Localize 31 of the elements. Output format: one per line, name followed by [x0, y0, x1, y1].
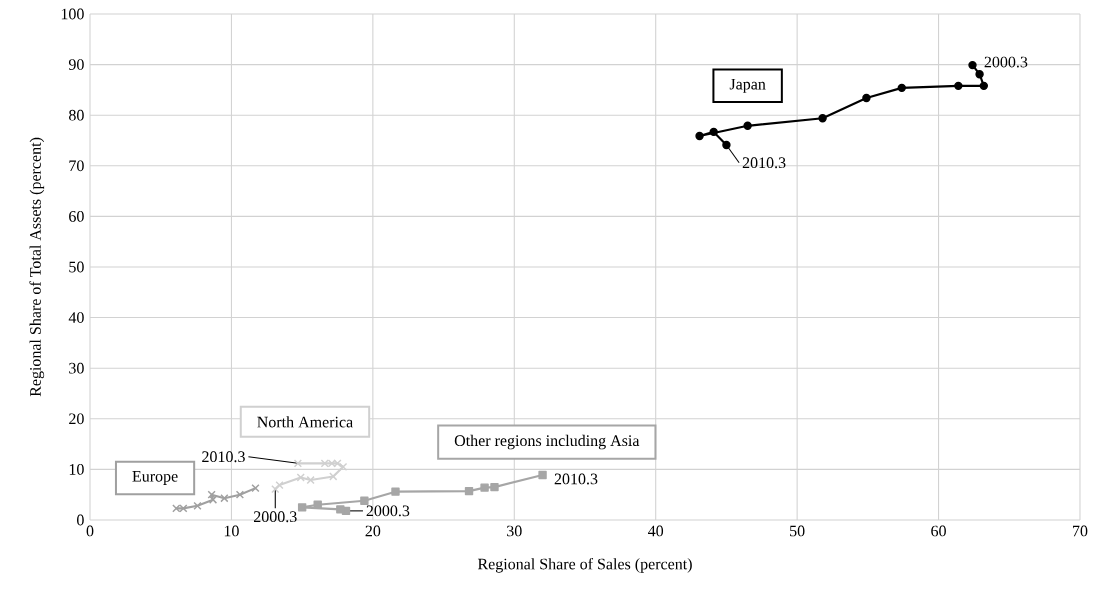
y-tick-label: 60 [69, 210, 84, 222]
y-tick-label: 20 [69, 413, 84, 425]
text: North America [257, 416, 353, 428]
y-tick-label: 40 [68, 312, 84, 323]
y-tick-label: 0 [77, 514, 84, 526]
x-axis-title: Regional Share of Sales (percent) [477, 557, 692, 573]
annotation: 2010.3 [554, 473, 598, 485]
x-tick-label: 70 [1073, 525, 1088, 537]
x-tick-label: 50 [790, 525, 805, 537]
y-tick-label: 80 [69, 109, 84, 121]
annotation: 2010.3 [202, 451, 245, 463]
series-label: Other regions including Asia [454, 434, 640, 450]
y-tick-label: 50 [69, 261, 84, 273]
y-tick-label: 30 [69, 362, 84, 374]
x-tick-label: 60 [931, 525, 946, 537]
x-tick-label: 0 [86, 525, 94, 537]
y-tick-label: 10 [69, 463, 84, 475]
x-tick-label: 10 [224, 525, 239, 537]
y-tick-label: 90 [68, 59, 84, 70]
series-label: Japan [729, 78, 766, 93]
annotation: 2000.3 [366, 505, 410, 517]
y-axis-title: Regional Share of Total Assets (percent) [29, 137, 45, 397]
x-tick-label: 40 [648, 525, 664, 537]
y-tick-label: 70 [69, 160, 84, 172]
annotation: 2010.3 [742, 157, 786, 169]
y-tick-label: 100 [61, 8, 84, 20]
series-label: Europe [132, 471, 178, 485]
x-tick-label: 30 [507, 525, 522, 537]
x-tick-label: 20 [365, 525, 381, 537]
annotation: 2000.3 [253, 511, 297, 523]
annotation: 2000.3 [984, 56, 1028, 68]
